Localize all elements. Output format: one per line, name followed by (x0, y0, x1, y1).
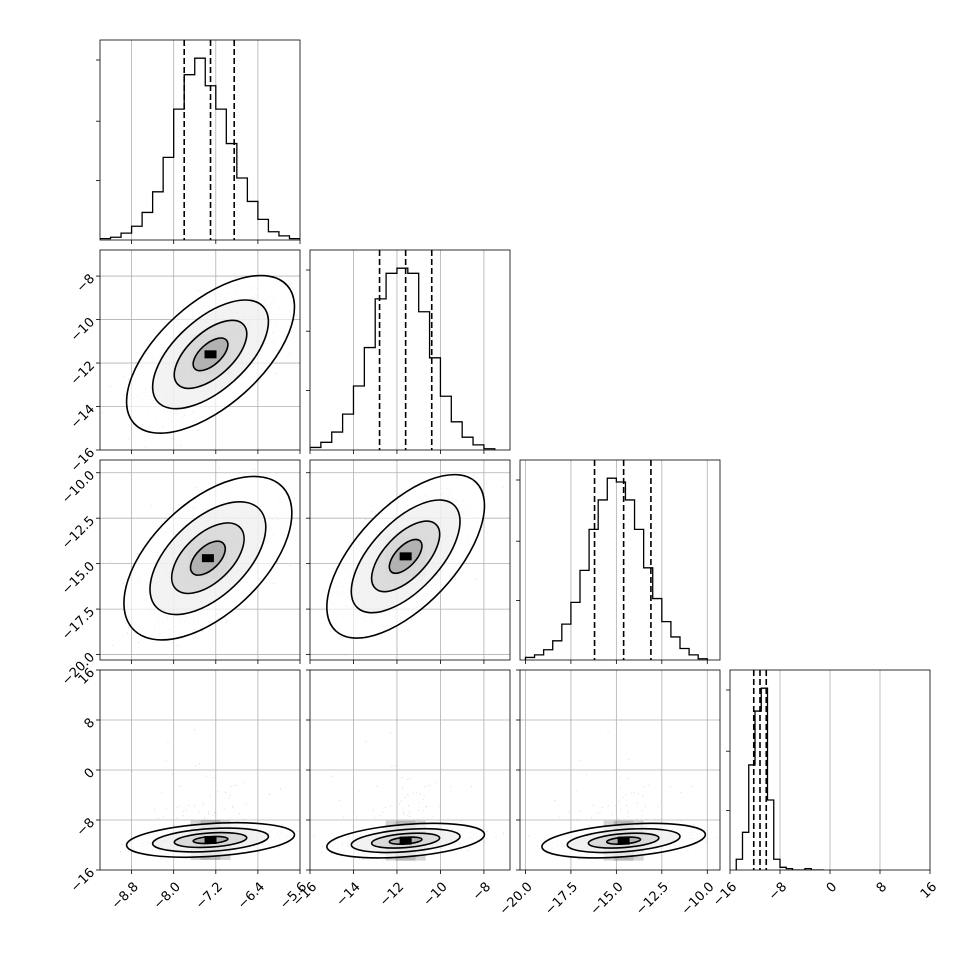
x-tick-label: 8 (874, 880, 890, 896)
panel-frame (519, 459, 721, 661)
density-peak (617, 836, 630, 845)
x-tick-label: −12.5 (633, 880, 672, 919)
x-tick-label: −12 (377, 880, 407, 910)
y-tick-label: −8 (74, 272, 98, 296)
y-tick-label: −17.5 (59, 605, 98, 644)
histogram-step (524, 477, 708, 660)
y-tick-label: −12.5 (59, 514, 98, 553)
x-tick-label: −17.5 (542, 880, 581, 919)
histogram-step (100, 57, 300, 240)
y-tick-label: −15.0 (59, 559, 98, 598)
y-tick-label: −16 (68, 865, 98, 895)
x-tick-label: −8 (766, 880, 790, 904)
y-tick-label: −14 (68, 402, 98, 432)
scatter-panel-4-2 (310, 670, 510, 870)
y-tick-label: −12 (68, 358, 98, 388)
density-peak (201, 554, 214, 563)
x-tick-label: 0 (824, 880, 840, 896)
panel-frame (309, 459, 511, 661)
x-tick-label: 16 (918, 880, 940, 902)
x-tick-label: −8.0 (151, 880, 184, 913)
y-tick-label: 8 (82, 715, 98, 731)
x-tick-label: −15.0 (588, 880, 627, 919)
x-tick-label: −7.2 (193, 880, 226, 913)
panel-frame (99, 249, 301, 451)
histogram-step (310, 267, 496, 450)
x-tick-label: −8.8 (109, 880, 142, 913)
panel-frame (99, 39, 301, 241)
y-tick-label: −20.0 (59, 650, 98, 689)
x-tick-label: −20.0 (497, 880, 536, 919)
y-tick-label: 0 (82, 765, 98, 781)
y-tick-label: −16 (68, 445, 98, 475)
histogram-panel-3 (524, 460, 708, 660)
scatter-panel-3-2 (310, 460, 510, 660)
density-peak (399, 552, 412, 561)
density-peak (399, 836, 412, 845)
panel-frame (309, 249, 511, 451)
histogram-panel-1 (100, 40, 300, 240)
histogram-panel-2 (310, 250, 496, 450)
x-tick-label: −14 (334, 880, 364, 910)
x-tick-label: −6.4 (235, 880, 268, 913)
density-peak (204, 350, 217, 359)
histogram-panel-4 (735, 670, 881, 870)
scatter-panel-3-1 (100, 460, 300, 660)
scatter-panel-2-1 (100, 250, 300, 450)
histogram-step (735, 687, 824, 870)
scatter-panel-4-3 (520, 670, 720, 870)
y-tick-label: −8 (74, 815, 98, 839)
x-tick-label: −16 (710, 880, 740, 910)
scatter-panel-4-1 (100, 670, 300, 870)
x-tick-label: −10 (421, 880, 451, 910)
density-peak (204, 836, 217, 844)
y-tick-label: −10 (68, 315, 98, 345)
x-tick-label: −8 (470, 880, 494, 904)
panel-frame (99, 459, 301, 661)
